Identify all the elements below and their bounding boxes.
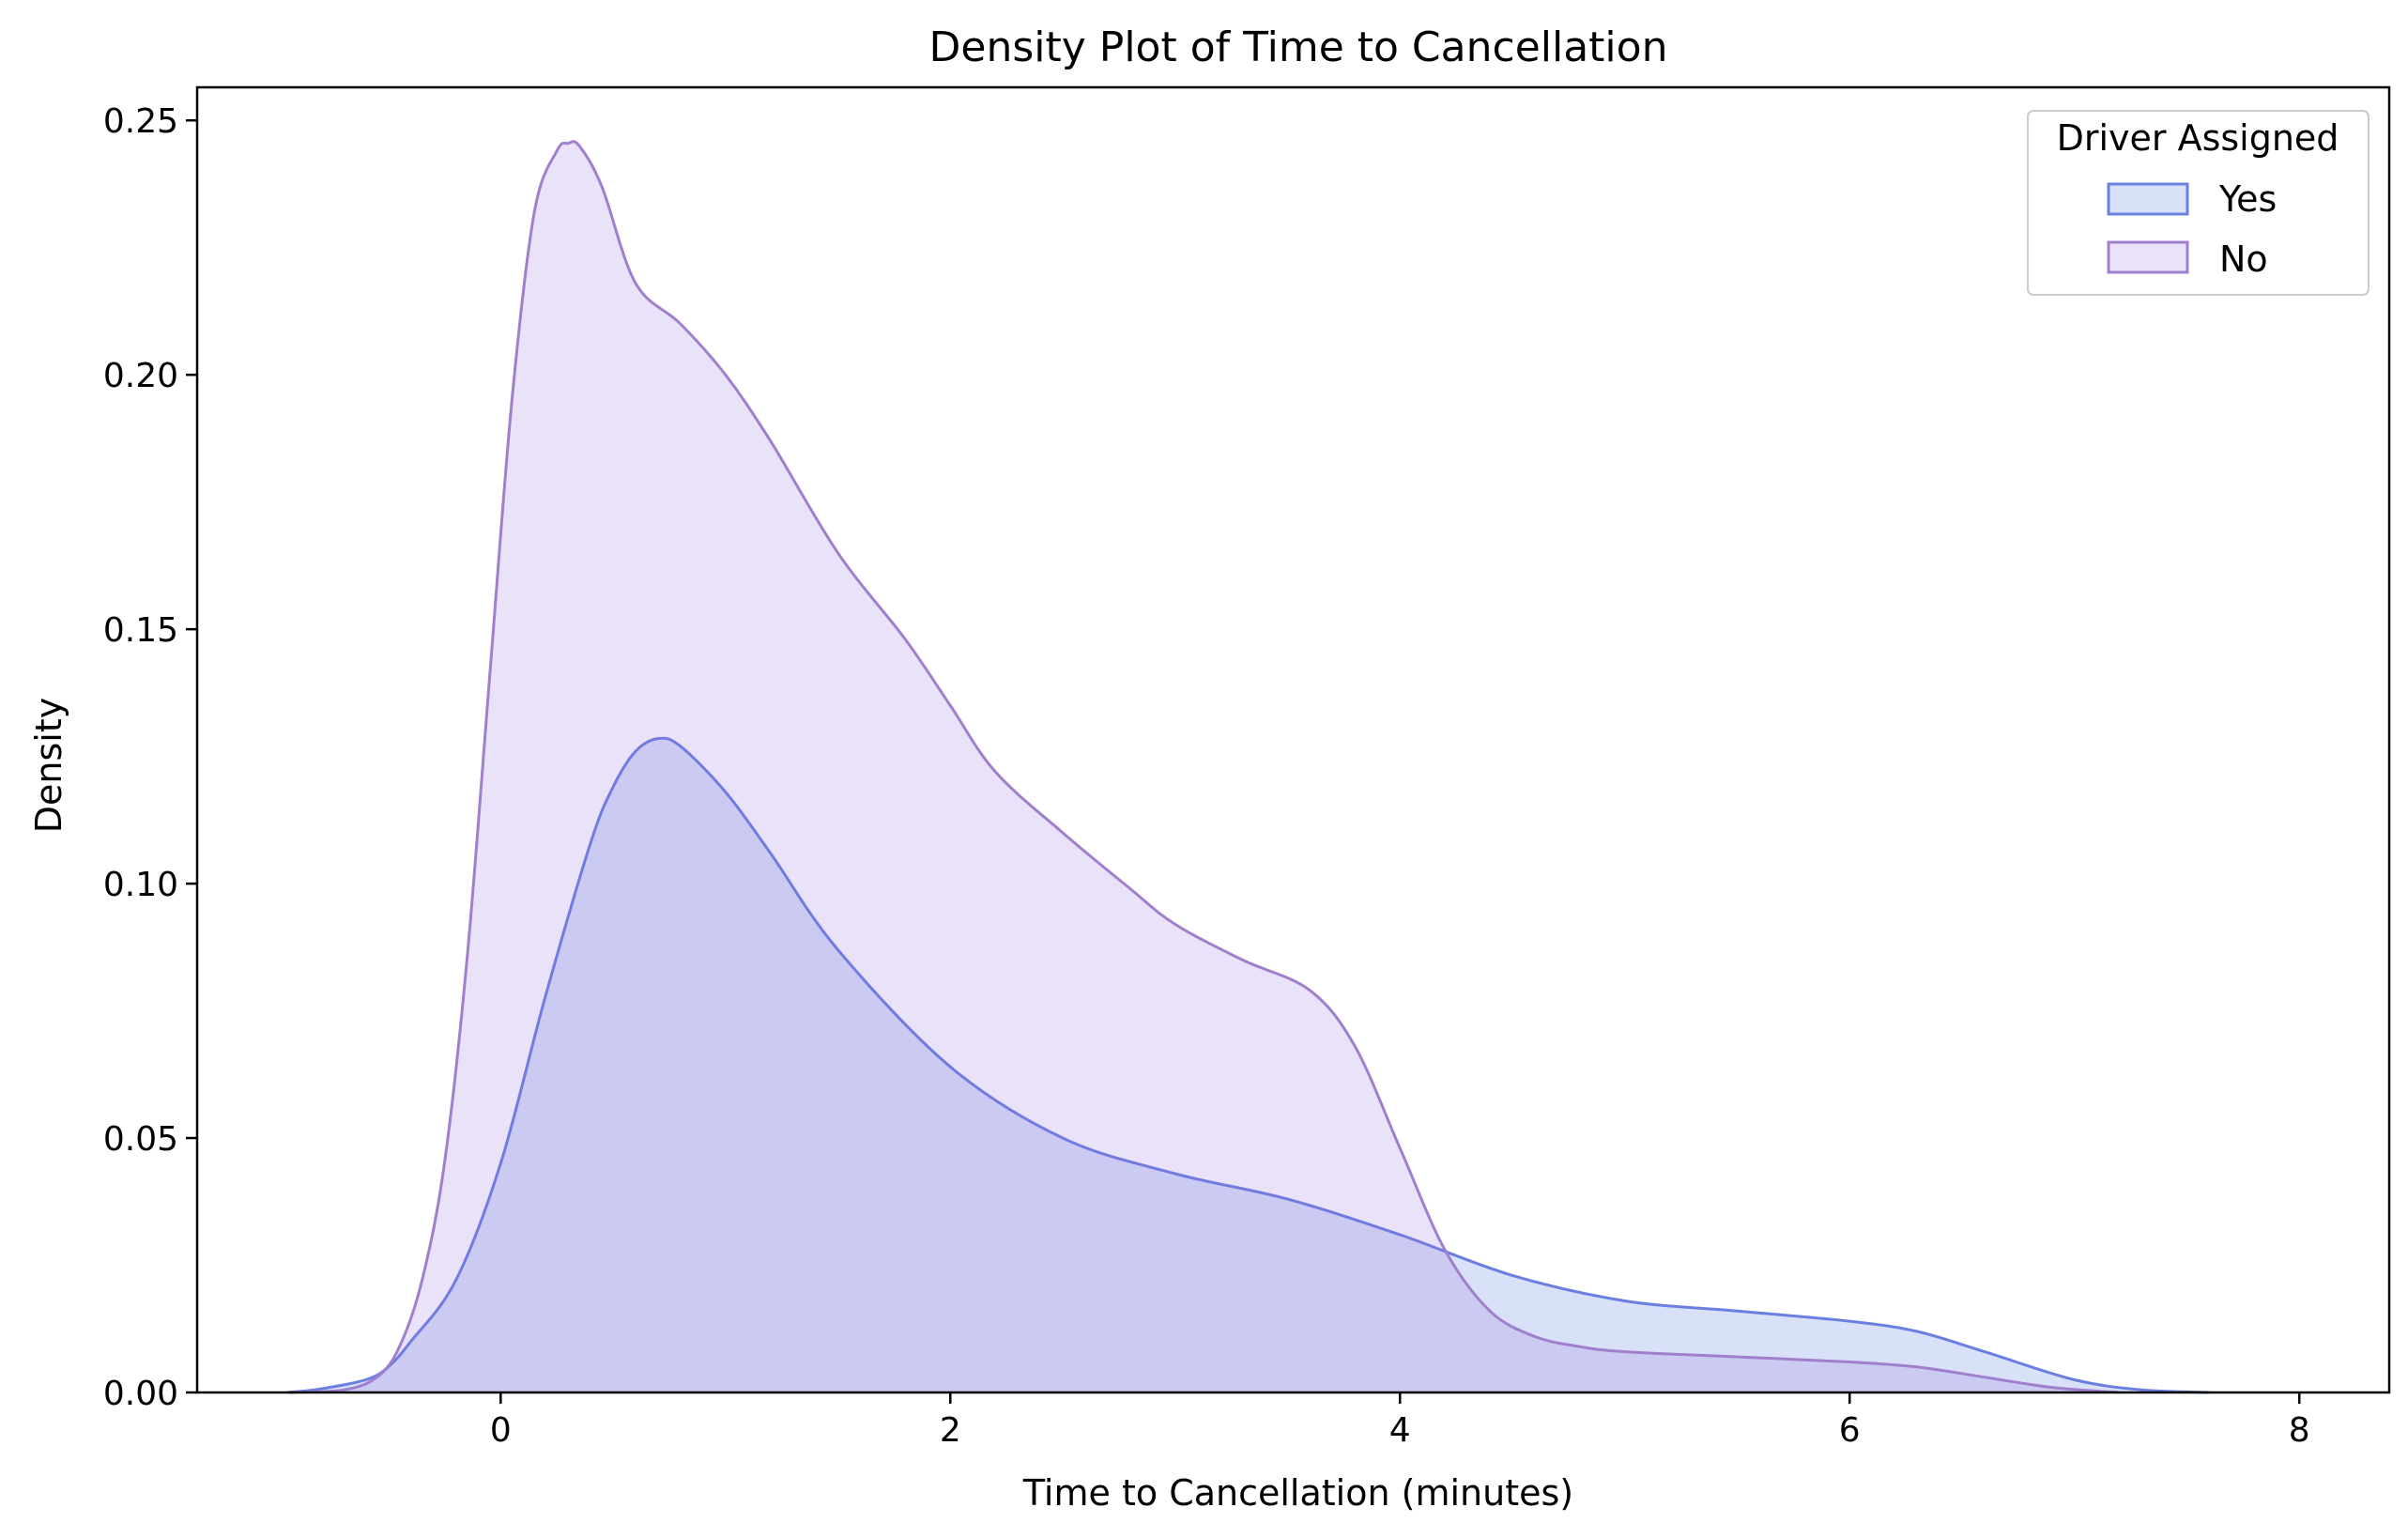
density-line-yes bbox=[286, 736, 2210, 1394]
x-tick-label: 4 bbox=[1389, 1411, 1411, 1450]
density-area-yes bbox=[286, 738, 2210, 1392]
y-tick-label: 0.00 bbox=[103, 1375, 178, 1413]
x-tick-label: 6 bbox=[1839, 1411, 1861, 1450]
x-tick-label: 8 bbox=[2289, 1411, 2310, 1450]
legend-title: Driver Assigned bbox=[2057, 117, 2339, 159]
y-tick-label: 0.05 bbox=[103, 1120, 178, 1159]
legend-label-no: No bbox=[2219, 238, 2268, 280]
y-tick-label: 0.25 bbox=[103, 102, 178, 141]
y-axis-label: Density bbox=[28, 698, 69, 833]
y-tick-label: 0.15 bbox=[103, 611, 178, 650]
x-axis-label: Time to Cancellation (minutes) bbox=[1022, 1472, 1573, 1514]
legend-swatch-yes bbox=[2107, 182, 2189, 216]
plot-area bbox=[286, 140, 2210, 1394]
y-tick-label: 0.20 bbox=[103, 357, 178, 395]
density-area-no bbox=[286, 141, 2120, 1392]
legend: Driver Assigned Yes No bbox=[2027, 110, 2370, 296]
legend-label-yes: Yes bbox=[2218, 178, 2277, 220]
y-tick-label: 0.10 bbox=[103, 866, 178, 904]
axes: 0 2 4 6 8 0.00 0.05 0.10 0.15 0.20 0.25 bbox=[103, 85, 2391, 1450]
axes-frame bbox=[195, 85, 2391, 1394]
legend-frame bbox=[2027, 110, 2370, 296]
x-tick-label: 2 bbox=[940, 1411, 961, 1450]
density-line-no bbox=[286, 140, 2120, 1394]
chart-title: Density Plot of Time to Cancellation bbox=[929, 23, 1668, 71]
x-tick-label: 0 bbox=[490, 1411, 512, 1450]
legend-swatch-no bbox=[2107, 240, 2189, 274]
